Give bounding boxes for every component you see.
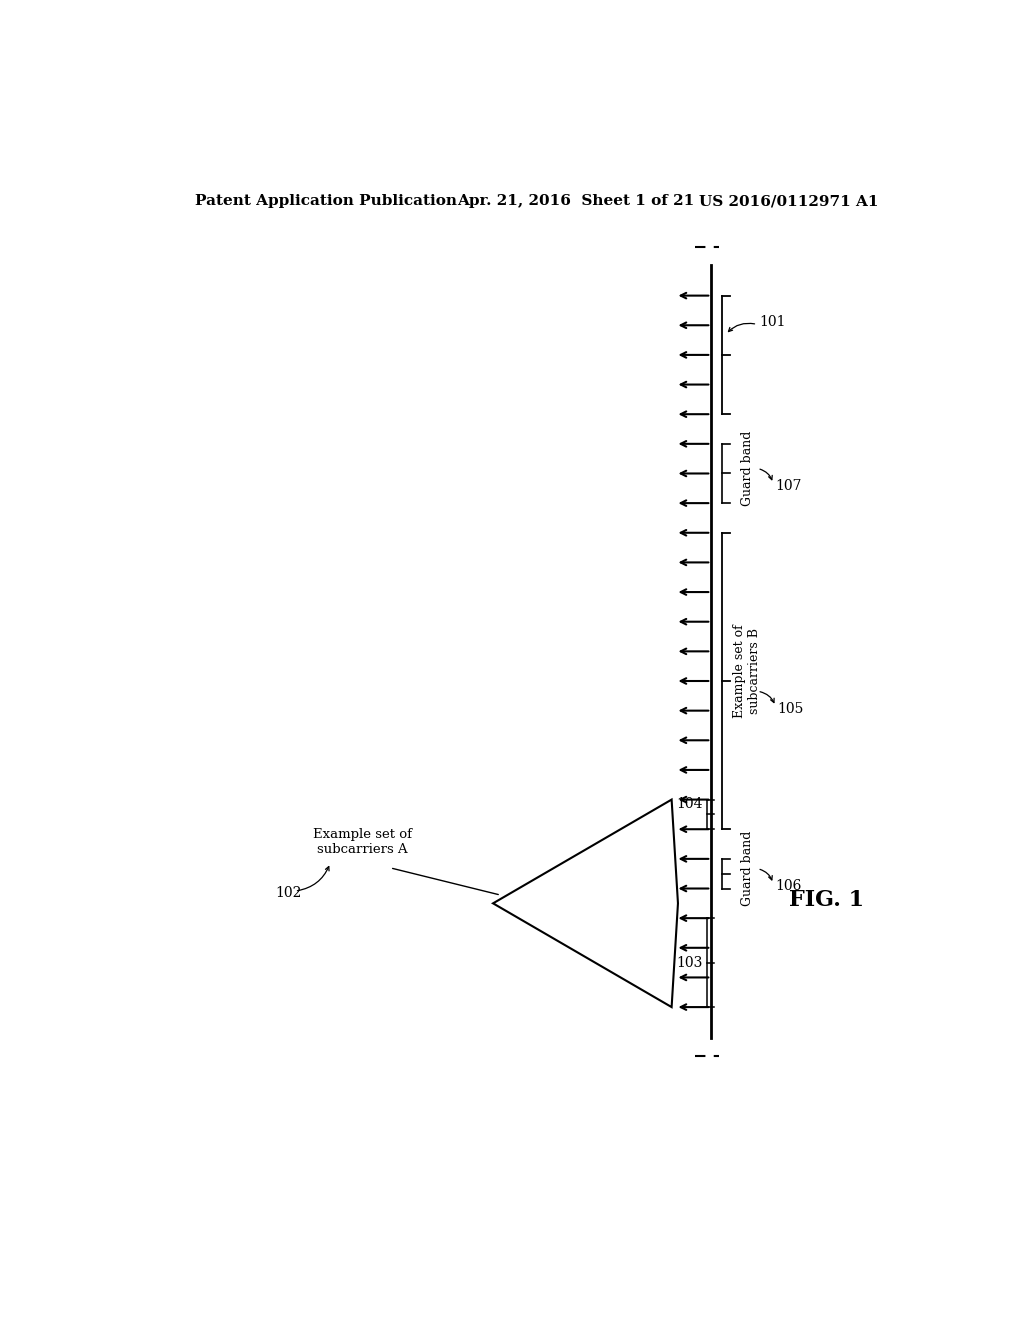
Text: 107: 107 [775,479,802,492]
Text: Guard band: Guard band [740,830,754,907]
Text: FIG. 1: FIG. 1 [788,890,864,911]
Text: 104: 104 [676,797,702,812]
Text: 103: 103 [676,956,702,970]
Text: 102: 102 [274,886,301,900]
Text: US 2016/0112971 A1: US 2016/0112971 A1 [699,194,879,209]
Text: 101: 101 [760,315,786,330]
Text: Guard band: Guard band [740,430,754,506]
Text: Example set of
subcarriers B: Example set of subcarriers B [733,624,761,718]
Text: Example set of
subcarriers A: Example set of subcarriers A [312,829,412,857]
Text: 106: 106 [775,879,802,892]
Text: 105: 105 [777,702,804,717]
Text: Patent Application Publication: Patent Application Publication [196,194,458,209]
Text: Apr. 21, 2016  Sheet 1 of 21: Apr. 21, 2016 Sheet 1 of 21 [458,194,694,209]
